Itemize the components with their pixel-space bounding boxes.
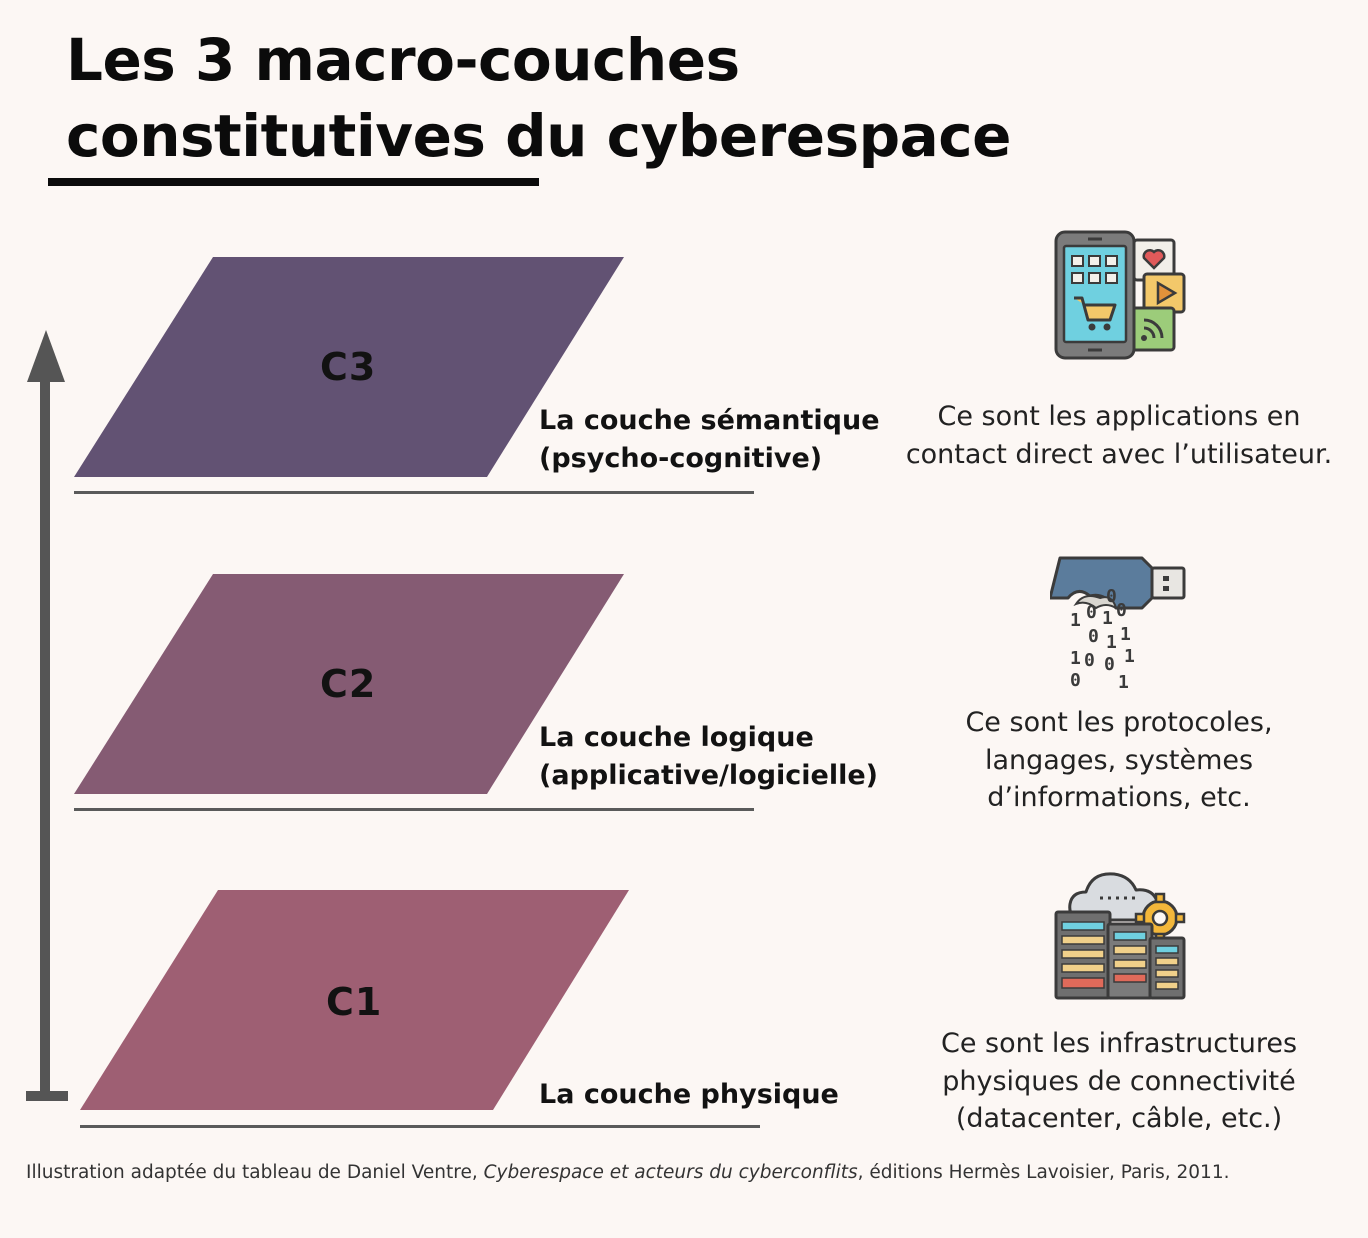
datacenter-cloud-icon	[1052, 868, 1188, 1002]
layer-c1-baseline	[80, 1125, 760, 1128]
layer-c1-name-line1: La couche physique	[539, 1079, 839, 1110]
svg-text:0: 0	[1088, 626, 1099, 647]
layer-c2-description-line1: Ce sont les protocoles,	[965, 707, 1273, 738]
layer-c2-description-line2: langages, systèmes	[984, 744, 1254, 776]
layer-c1: C1	[80, 890, 632, 1112]
source-credit-suffix: , éditions Hermès Lavoisier, Paris, 2011…	[857, 1162, 1230, 1183]
layer-c2: C2	[74, 574, 626, 796]
usb-binary-data-icon: 0 1 0 1 0 0 1 1 1 0 0 1 0 1	[1048, 554, 1190, 693]
layer-c1-plane	[80, 890, 629, 1110]
layer-c3-description-line2: contact direct avec l’utilisateur.	[905, 438, 1333, 470]
layer-c2-plane	[74, 574, 624, 794]
source-credit-prefix: Illustration adaptée du tableau de Danie…	[26, 1162, 484, 1183]
layer-c2-name: La couche logique (applicative/logiciell…	[539, 719, 878, 795]
svg-text:0: 0	[1116, 600, 1127, 621]
layer-c3-name-line2: (psycho-cognitive)	[539, 443, 823, 474]
layer-c2-baseline	[74, 808, 754, 811]
svg-text:1: 1	[1118, 672, 1129, 692]
svg-text:1: 1	[1106, 632, 1117, 653]
svg-text:1: 1	[1124, 646, 1135, 667]
svg-text:1: 1	[1070, 648, 1081, 669]
svg-text:0: 0	[1106, 586, 1117, 607]
layer-c1-code: C1	[326, 980, 383, 1024]
layer-c2-code: C2	[320, 662, 377, 706]
layer-c3: C3	[74, 257, 626, 479]
layer-c1-description-line2: physiques de connectivité	[942, 1065, 1296, 1097]
page-title: Les 3 macro-couches constitutives du cyb…	[66, 22, 1012, 174]
svg-text:0: 0	[1070, 670, 1081, 691]
layer-c2-description: Ce sont les protocoles, langages, systèm…	[889, 704, 1349, 817]
layer-c1-description-line1: Ce sont les infrastructures	[940, 1028, 1298, 1059]
layer-c3-plane	[74, 257, 624, 477]
layer-c3-description: Ce sont les applications en contact dire…	[889, 398, 1349, 473]
title-line-1: Les 3 macro-couches	[66, 26, 740, 94]
layer-c1-description: Ce sont les infrastructures physiques de…	[889, 1025, 1349, 1138]
layer-c1-description-line3: (datacenter, câble, etc.)	[955, 1103, 1283, 1134]
source-credit: Illustration adaptée du tableau de Danie…	[26, 1162, 1229, 1183]
svg-text:1: 1	[1070, 610, 1081, 631]
layer-c3-baseline	[74, 491, 754, 494]
svg-text:1: 1	[1102, 608, 1113, 629]
layer-c2-name-line1: La couche logique	[539, 722, 814, 753]
layer-c3-description-line1: Ce sont les applications en	[937, 401, 1301, 432]
layer-c2-name-line2: (applicative/logicielle)	[539, 760, 879, 791]
svg-text:0: 0	[1086, 602, 1097, 623]
svg-text:1: 1	[1120, 624, 1131, 645]
svg-text:0: 0	[1104, 654, 1115, 675]
layer-c3-name-line1: La couche sémantique	[539, 405, 880, 436]
title-underline	[48, 178, 539, 186]
source-work-title: Cyberespace et acteurs du cyberconflits	[483, 1162, 858, 1183]
title-line-2: constitutives du cyberespace	[66, 102, 1012, 170]
axis-base	[26, 1091, 68, 1101]
layer-c3-name: La couche sémantique (psycho-cognitive)	[539, 402, 880, 478]
svg-text:0: 0	[1084, 650, 1095, 671]
mobile-apps-icon	[1052, 228, 1186, 362]
layer-c3-code: C3	[320, 345, 377, 389]
vertical-axis-arrow	[40, 372, 50, 1096]
layer-c1-name: La couche physique	[539, 1076, 839, 1114]
layer-c2-description-line3: d’informations, etc.	[987, 782, 1251, 813]
